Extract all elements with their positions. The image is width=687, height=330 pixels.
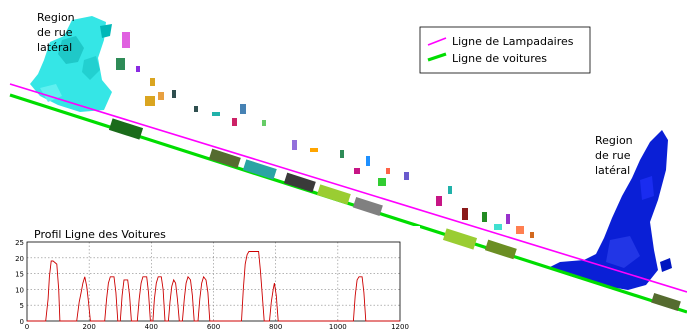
- streetlight-line: [9, 83, 687, 293]
- x-tick-label: 600: [207, 323, 220, 330]
- right-region-label-line: Region: [595, 134, 633, 147]
- x-tick-label: 1000: [329, 323, 347, 330]
- profile-chart-grid: [27, 242, 400, 321]
- profile-chart-title: Profil Ligne des Voitures: [34, 228, 166, 241]
- legend-swatch-cars: [427, 52, 447, 62]
- legend-box: [419, 26, 591, 74]
- cars: [108, 118, 681, 312]
- profile-chart-x-ticks: 0 200 400 600 800 1000 1200: [25, 323, 409, 330]
- left-region-label-line: Region: [37, 11, 75, 24]
- profile-chart-y-ticks: 0 5 10 15 20 25: [15, 239, 24, 326]
- legend: Ligne de Lampadaires Ligne de voitures: [419, 26, 591, 74]
- legend-label-cars: Ligne de voitures: [452, 52, 547, 65]
- right-region-label-line: latéral: [595, 164, 630, 177]
- right-region-label-line: de rue: [595, 149, 631, 162]
- profile-chart-background: [0, 226, 420, 330]
- left-region-label-line: latéral: [37, 41, 72, 54]
- x-tick-label: 800: [269, 323, 282, 330]
- left-region-label: Region de rue latéral: [37, 11, 78, 54]
- right-region-label: Region de rue latéral: [595, 134, 636, 177]
- y-tick-label: 15: [15, 271, 24, 279]
- scattered-objects: [116, 32, 534, 238]
- y-tick-label: 20: [15, 255, 24, 263]
- x-tick-label: 400: [145, 323, 158, 330]
- left-region-label-line: de rue: [37, 26, 73, 39]
- legend-swatch-streetlights: [427, 37, 447, 46]
- y-tick-label: 0: [20, 318, 24, 326]
- profile-chart: Profil Ligne des Voitures 0 5 10 15 20 25 0 20…: [0, 226, 420, 330]
- y-tick-label: 25: [15, 239, 24, 247]
- right-street-region-cloud: [548, 130, 672, 290]
- left-street-region-cloud: [30, 16, 112, 112]
- x-tick-label: 1200: [391, 323, 409, 330]
- y-tick-label: 5: [20, 302, 24, 310]
- legend-label-streetlights: Ligne de Lampadaires: [452, 35, 574, 48]
- profile-series-line: [27, 251, 400, 322]
- y-tick-label: 10: [15, 286, 24, 294]
- x-tick-label: 200: [82, 323, 95, 330]
- x-tick-label: 0: [25, 323, 29, 330]
